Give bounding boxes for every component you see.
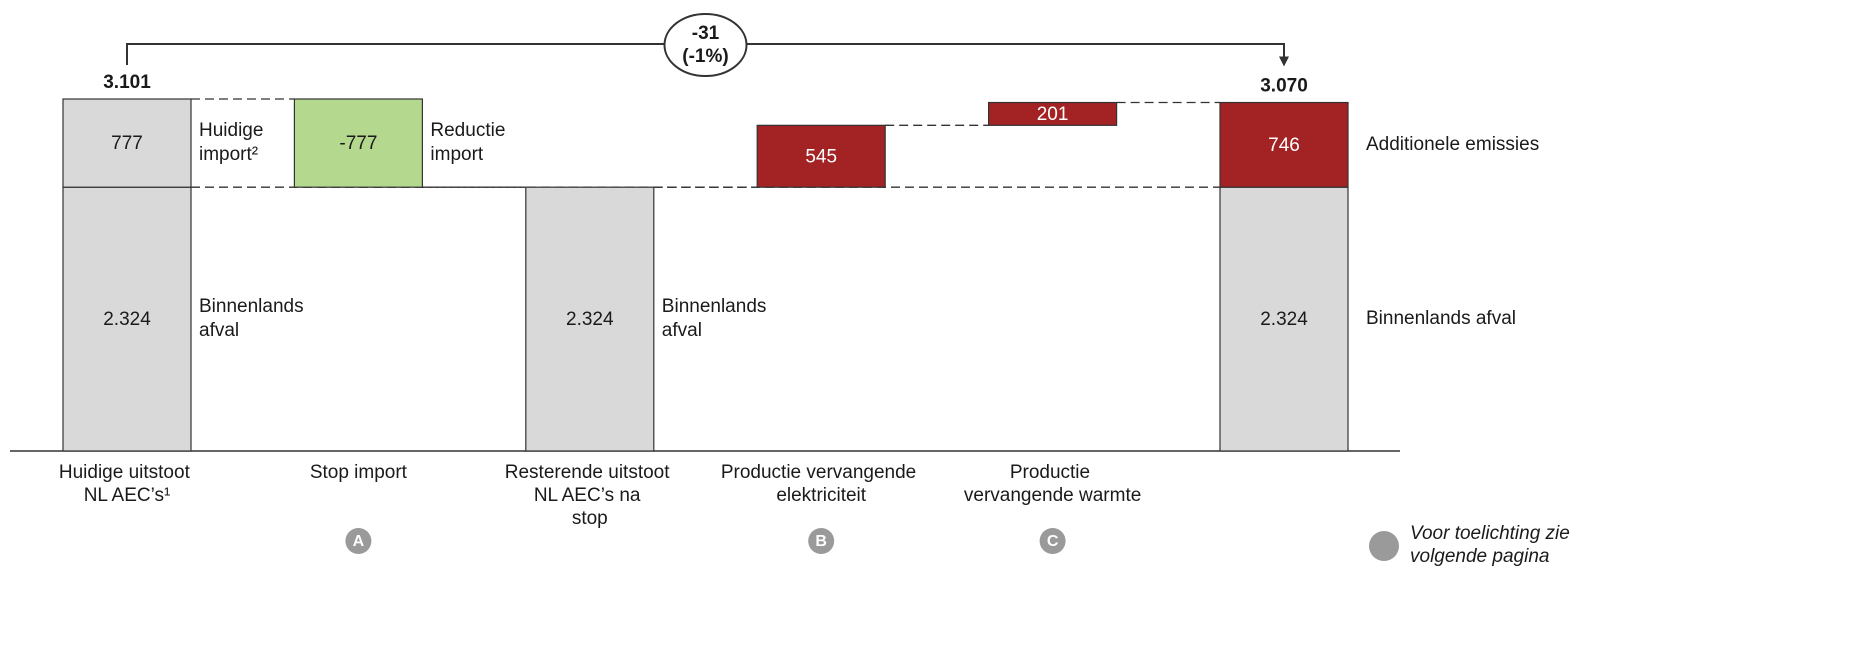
total-label: 3.070 [1260, 76, 1308, 97]
value-label: 2.324 [566, 309, 614, 330]
value-label: 777 [111, 133, 143, 154]
segment-note: Binnenlands afval [662, 296, 772, 341]
category-label: Productie vervangende elektriciteit [721, 462, 922, 506]
bar-segment [1219, 101, 1349, 188]
value-label: 201 [1037, 104, 1069, 125]
footnote-circle [1369, 531, 1399, 561]
category-label: Stop import [310, 462, 408, 483]
bar-segment [1219, 186, 1349, 452]
marker-label: B [815, 533, 827, 550]
bar-segment [62, 98, 192, 188]
marker-circle [345, 528, 372, 554]
value-label: 2.324 [103, 309, 151, 330]
difference-bubble [663, 13, 748, 77]
value-label: 746 [1268, 135, 1300, 156]
category-label: Productie vervangende warmte [964, 462, 1141, 506]
marker-circle [1039, 528, 1066, 554]
bar-segment [756, 124, 886, 188]
total-label: 3.101 [103, 72, 151, 93]
segment-note: Additionele emissies [1366, 134, 1539, 155]
difference-label: -31 [692, 23, 720, 44]
bar-segment [293, 98, 423, 188]
value-label: 2.324 [1260, 309, 1308, 330]
footnote: Voor toelichting zie volgende pagina [1410, 523, 1575, 567]
arrow-head [1279, 56, 1289, 67]
value-label: -777 [339, 133, 377, 154]
bar-segment [525, 186, 655, 452]
marker-label: C [1047, 533, 1059, 550]
segment-note: Huidige import² [199, 120, 269, 165]
bar-segment [987, 101, 1118, 126]
segment-note: Binnenlands afval [199, 296, 309, 341]
bar-segment [62, 186, 192, 452]
category-label: Resterende uitstoot NL AEC’s na stop [505, 462, 675, 529]
marker-label: A [353, 533, 365, 550]
segment-note: Reductie import [430, 120, 510, 165]
marker-circle [808, 528, 835, 554]
category-label: Huidige uitstoot NL AEC’s¹ [59, 462, 195, 506]
segment-note: Binnenlands afval [1366, 308, 1516, 329]
difference-percent: (-1%) [682, 46, 728, 67]
value-label: 545 [805, 146, 837, 167]
